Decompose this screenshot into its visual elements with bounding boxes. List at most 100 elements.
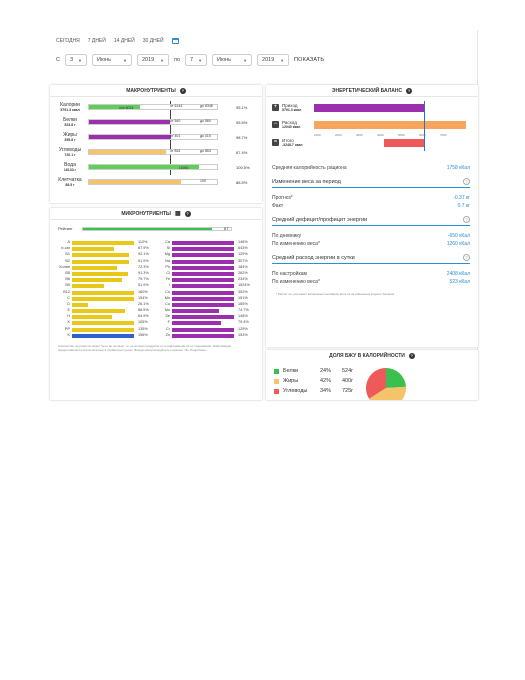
mineral-bar bbox=[172, 253, 234, 258]
mineral-percent: 129% bbox=[238, 252, 248, 257]
from-label: С bbox=[56, 57, 60, 63]
tab-7-days[interactable]: 7 ДНЕЙ bbox=[87, 38, 106, 44]
mineral-bar bbox=[172, 278, 234, 283]
minus-icon: − bbox=[272, 121, 279, 128]
mineral-name: Ph bbox=[165, 264, 170, 269]
vitamin-name: b-car bbox=[61, 246, 70, 251]
vitamin-bar bbox=[72, 315, 113, 320]
month-from-select[interactable]: Июнь ▼ bbox=[91, 54, 132, 66]
weight-change-header: Изменение веса за период? bbox=[272, 178, 470, 188]
bju-percent: 34% bbox=[320, 388, 332, 394]
rating-value: 87 bbox=[224, 226, 229, 231]
income-label: Приход bbox=[282, 103, 298, 108]
tab-30-days[interactable]: 30 ДНЕЙ bbox=[142, 38, 164, 44]
bju-pie-slice bbox=[369, 386, 406, 400]
bju-title: ДОЛЯ БЖУ В КАЛОРИЙНОСТИ? bbox=[329, 352, 415, 359]
deficit-header: Средний дефицит/профицит энергии? bbox=[272, 216, 470, 226]
mineral-name: Cu bbox=[165, 301, 170, 306]
mineral-bar bbox=[172, 284, 234, 289]
rating-row: Рейтинг 87 bbox=[58, 226, 238, 233]
vitamin-bar bbox=[72, 333, 134, 338]
mineral-bar bbox=[172, 290, 234, 295]
help-icon[interactable]: ? bbox=[184, 210, 191, 217]
help-icon[interactable]: ? bbox=[463, 254, 470, 261]
macro-bar-fill bbox=[89, 150, 166, 154]
tab-today[interactable]: СЕГОДНЯ bbox=[56, 38, 80, 44]
macro-from: от 6144 bbox=[170, 104, 183, 108]
mineral-percent: 148% bbox=[238, 314, 248, 319]
mineral-bar bbox=[172, 296, 234, 301]
day-to-select[interactable]: 7 ▼ bbox=[185, 54, 208, 66]
vitamin-percent: 86.5% bbox=[138, 308, 149, 313]
fact-row: Факт 0.7 кг bbox=[272, 203, 470, 209]
expense-header: Средний расход энергии в сутки? bbox=[272, 254, 470, 264]
nutrition-report-page: СЕГОДНЯ 7 ДНЕЙ 14 ДНЕЙ 30 ДНЕЙ С 3 ▼ Июнь… bbox=[50, 30, 478, 400]
macro-label: Жиры 395.8 г bbox=[54, 133, 86, 143]
help-icon[interactable]: ? bbox=[463, 216, 470, 223]
bju-pie-chart bbox=[366, 368, 406, 400]
table-icon[interactable]: ▦ bbox=[174, 211, 181, 217]
help-icon[interactable]: ? bbox=[406, 87, 413, 94]
year-from-select[interactable]: 2019 ▼ bbox=[136, 54, 169, 66]
year-to-select[interactable]: 2019 ▼ bbox=[257, 54, 290, 66]
bju-panel: ДОЛЯ БЖУ В КАЛОРИЙНОСТИ? Белки 24% 524г Жир… bbox=[266, 350, 478, 400]
vitamin-name: B12 bbox=[63, 289, 70, 294]
mineral-name: Mg bbox=[164, 252, 170, 257]
mineral-name: Co bbox=[165, 289, 170, 294]
micro-note: Количество нутриентов может быть не полн… bbox=[58, 344, 232, 352]
macro-label: Вода 16133 г bbox=[54, 163, 86, 173]
macro-amount: 5791.3 ккал bbox=[60, 108, 80, 112]
show-button[interactable]: ПОКАЗАТЬ bbox=[294, 57, 325, 63]
mineral-percent: 184% bbox=[238, 264, 248, 269]
rating-label: Рейтинг bbox=[58, 226, 73, 231]
macro-label: Клетчатка 88.5 г bbox=[54, 178, 86, 188]
diary-value: -650 кКал bbox=[447, 233, 470, 239]
expense-row: − Расход 12040 ккал bbox=[272, 119, 468, 133]
vitamin-percent: 92.1% bbox=[138, 252, 149, 257]
bju-grams: 524г bbox=[342, 368, 354, 374]
help-icon[interactable]: ? bbox=[408, 352, 415, 359]
macro-name: Калории bbox=[60, 102, 80, 108]
mineral-bar bbox=[172, 247, 234, 252]
mineral-percent: 234% bbox=[238, 277, 248, 282]
rating-bar bbox=[82, 227, 232, 231]
bju-grams: 725г bbox=[342, 388, 354, 394]
mineral-name: I bbox=[168, 283, 170, 288]
by-weight-row: По изменению веса* 1260 кКал bbox=[272, 241, 470, 247]
macro-to: до 410 bbox=[200, 134, 211, 138]
date-range-row: С 3 ▼ Июнь ▼ 2019 ▼ по 7 ▼ Июнь ▼ 2019 ▼ ПОКАЗ… bbox=[56, 54, 324, 66]
day-from-select[interactable]: 3 ▼ bbox=[64, 54, 87, 66]
macro-name: Жиры bbox=[63, 132, 77, 138]
macro-from: от 540 bbox=[170, 119, 181, 123]
macro-amount: 523.8 г bbox=[64, 123, 76, 127]
mineral-bar bbox=[172, 241, 234, 245]
vitamin-name: C bbox=[67, 295, 70, 300]
energy-axis: 1000 2000 3000 4000 5000 6000 7000 bbox=[314, 133, 466, 139]
bju-name: Белки bbox=[283, 368, 299, 374]
income-bar bbox=[314, 104, 424, 112]
mineral-name: Mo bbox=[164, 308, 170, 313]
macro-amount: 720.1 г bbox=[64, 153, 76, 157]
help-icon[interactable]: ? bbox=[179, 87, 186, 94]
macro-title: МАКРОНУТРИЕНТЫ? bbox=[50, 85, 262, 97]
income-row: + Приход 5791.3 ккал bbox=[272, 102, 468, 116]
macro-percent: 95.1% bbox=[236, 105, 248, 110]
tab-14-days[interactable]: 14 ДНЕЙ bbox=[113, 38, 135, 44]
calendar-icon[interactable] bbox=[171, 38, 179, 44]
help-icon[interactable]: ? bbox=[463, 178, 470, 185]
month-to-select[interactable]: Июнь ▼ bbox=[212, 54, 253, 66]
vitamin-percent: 160% bbox=[138, 289, 148, 294]
vitamin-name: D bbox=[67, 301, 70, 306]
expense-value: 12040 ккал bbox=[282, 125, 301, 129]
mineral-percent: 79.4% bbox=[238, 320, 249, 325]
mineral-name: Fe bbox=[165, 277, 170, 282]
vitamin-percent: 79.7% bbox=[138, 277, 149, 282]
micro-panel: МИКРОНУТРИЕНТЫ ▦? Рейтинг 87 A 112% b-car 67… bbox=[50, 208, 262, 400]
mineral-bar bbox=[172, 259, 234, 264]
mineral-percent: 307% bbox=[238, 258, 248, 263]
macro-bar-fill bbox=[89, 180, 182, 184]
macro-name: Углеводы bbox=[58, 147, 82, 153]
mineral-bar bbox=[172, 271, 234, 276]
period-tabs: СЕГОДНЯ 7 ДНЕЙ 14 ДНЕЙ 30 ДНЕЙ bbox=[56, 38, 179, 44]
vitamin-percent: 51.9% bbox=[138, 283, 149, 288]
